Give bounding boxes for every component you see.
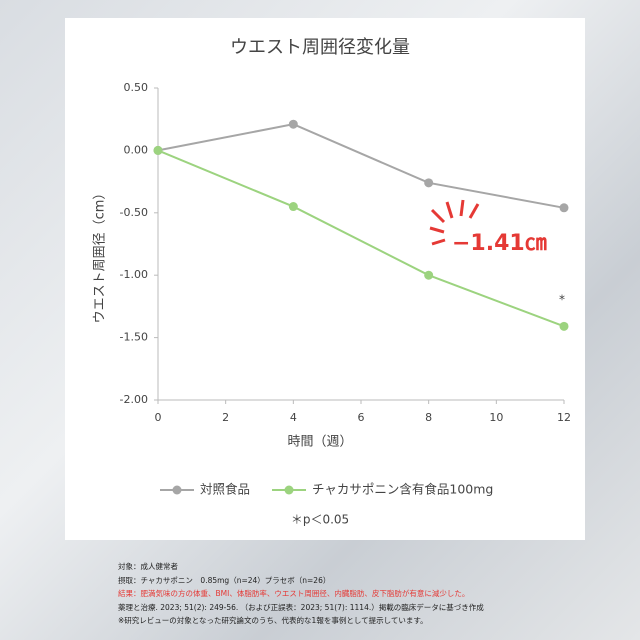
footer: 対象：成人健常者摂取：チャカサポニン 0.85mg（n=24）プラセボ（n=26… <box>118 560 484 628</box>
y-tick-label: -2.00 <box>120 393 148 406</box>
y-tick-label: -1.00 <box>120 268 148 281</box>
x-tick-label: 0 <box>155 411 162 424</box>
y-tick-label: -0.50 <box>120 206 148 219</box>
footer-note: 摂取：チャカサポニン 0.85mg（n=24）プラセボ（n=26） <box>118 575 331 585</box>
card <box>65 18 585 540</box>
footer-note: 薬理と治療. 2023; 51(2): 249-56. （および正誤表：2023… <box>118 602 484 612</box>
data-point <box>288 202 298 212</box>
annotation: −1.41㎝ <box>452 231 547 256</box>
series-line <box>157 149 565 328</box>
x-tick-label: 12 <box>557 411 571 424</box>
x-axis-label: 時間（週） <box>287 435 352 450</box>
footer-note: 対象：成人健常者 <box>118 562 178 571</box>
significance-note: ＊p＜0.05 <box>291 513 349 527</box>
y-axis-label: ウエスト周囲径（cm） <box>93 187 108 324</box>
footer-note: ※研究レビューの対象となった研究論文のうち、代表的な1報を事例として提示していま… <box>118 616 428 625</box>
data-point <box>559 203 569 213</box>
x-tick-label: 2 <box>222 411 229 424</box>
x-tick-label: 8 <box>425 411 432 424</box>
data-point <box>424 178 434 188</box>
y-tick-label: -1.50 <box>120 331 148 344</box>
burst <box>429 199 480 246</box>
legend-label: チャカサポニン含有食品100mg <box>312 482 493 497</box>
chart-title: ウエスト周囲径変化量 <box>230 37 410 58</box>
legend-marker <box>172 485 182 495</box>
data-point <box>288 119 298 129</box>
data-point <box>153 145 163 155</box>
significance-mark: * <box>559 293 565 307</box>
y-tick-label: 0.50 <box>124 81 149 94</box>
y-tick-label: 0.00 <box>124 143 149 156</box>
data-point <box>424 270 434 280</box>
legend-marker <box>284 485 294 495</box>
footer-note: 結果：肥満気味の方の体重、BMI、体脂肪率、ウエスト周囲径、内臓脂肪、皮下脂肪が… <box>118 589 470 598</box>
x-tick-label: 4 <box>290 411 297 424</box>
x-tick-label: 6 <box>358 411 365 424</box>
legend-label: 対照食品 <box>200 482 250 497</box>
data-point <box>559 321 569 331</box>
x-tick-label: 10 <box>489 411 503 424</box>
series-line <box>157 123 565 209</box>
